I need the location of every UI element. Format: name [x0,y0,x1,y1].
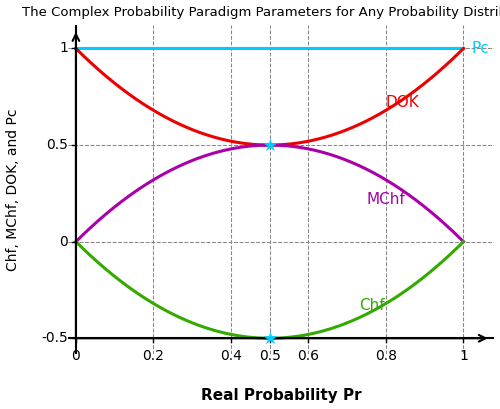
Text: 0: 0 [60,235,68,249]
Text: 1: 1 [60,41,68,56]
Text: -0.5: -0.5 [42,331,68,345]
Text: 0.5: 0.5 [46,138,68,152]
Y-axis label: Chf, MChf, DOK, and Pc: Chf, MChf, DOK, and Pc [6,108,20,271]
Text: 0.2: 0.2 [142,349,165,363]
Text: 0.5: 0.5 [258,349,280,363]
Text: 0.4: 0.4 [220,349,242,363]
Text: 0.6: 0.6 [298,349,320,363]
X-axis label: Real Probability Pr: Real Probability Pr [201,389,362,403]
Text: 0.8: 0.8 [375,349,397,363]
Text: 0: 0 [72,349,80,363]
Text: MChf: MChf [366,192,406,207]
Text: Pc: Pc [471,41,489,56]
Text: Chf: Chf [359,298,384,313]
Text: DOK: DOK [386,95,420,110]
Title: The Complex Probability Paradigm Parameters for Any Probability Distribution: The Complex Probability Paradigm Paramet… [22,6,500,18]
Text: 1: 1 [459,349,468,363]
